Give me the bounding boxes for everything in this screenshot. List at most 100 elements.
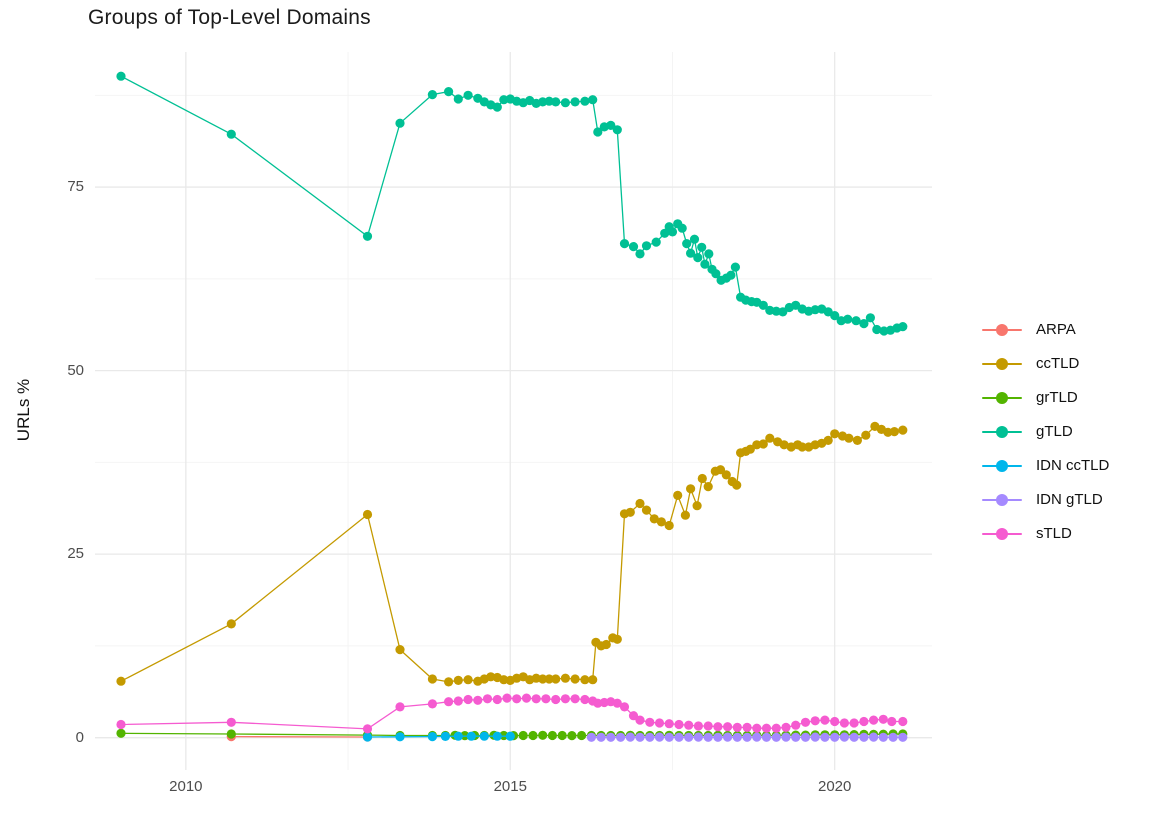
data-point	[362, 724, 373, 734]
data-point	[878, 732, 888, 742]
data-point	[635, 498, 645, 509]
data-point	[612, 634, 622, 644]
data-point	[700, 259, 710, 269]
data-point	[697, 473, 707, 484]
legend-label: ARPA	[1036, 321, 1076, 338]
data-point	[723, 732, 733, 742]
legend-item-arpa: ARPA	[982, 318, 1109, 341]
data-point	[823, 435, 833, 445]
legend-key-icon	[982, 459, 1022, 473]
data-point	[656, 517, 667, 527]
data-point	[810, 716, 820, 726]
data-point	[560, 694, 571, 704]
data-point	[693, 253, 703, 263]
data-point	[800, 732, 811, 742]
data-point	[116, 728, 126, 738]
y-tick-label: 75	[67, 178, 84, 196]
data-point	[654, 732, 665, 742]
legend-item-cctld: ccTLD	[982, 352, 1109, 375]
data-point	[703, 732, 713, 742]
data-point	[560, 673, 571, 683]
data-point	[601, 639, 611, 650]
data-point	[570, 97, 580, 107]
data-point	[859, 732, 869, 742]
data-point	[791, 732, 801, 742]
data-point	[505, 731, 515, 741]
legend-key-icon	[982, 425, 1022, 439]
data-point	[779, 440, 789, 450]
data-point	[521, 693, 532, 703]
data-point	[427, 699, 437, 709]
data-point	[444, 697, 454, 707]
data-point	[723, 722, 733, 732]
data-point	[625, 507, 635, 517]
data-point	[674, 719, 684, 730]
data-point	[830, 429, 840, 439]
data-point	[492, 102, 502, 112]
data-point	[869, 732, 879, 742]
data-point	[684, 732, 694, 742]
data-point	[889, 427, 900, 437]
x-tick-label: 2010	[169, 778, 203, 795]
data-point	[674, 732, 684, 742]
x-tick-label: 2015	[493, 778, 527, 795]
data-point	[839, 718, 850, 728]
data-point	[869, 715, 879, 725]
data-point	[849, 718, 859, 728]
data-point	[518, 730, 528, 741]
data-point	[547, 730, 558, 741]
data-point	[635, 249, 645, 259]
data-point	[580, 675, 590, 685]
data-point	[745, 444, 755, 454]
data-point	[703, 482, 713, 492]
data-point	[560, 98, 571, 108]
legend-item-stld: sTLD	[982, 522, 1109, 545]
data-point	[453, 94, 463, 104]
data-point	[791, 720, 801, 730]
data-point	[830, 732, 840, 742]
data-point	[692, 501, 702, 511]
data-point	[654, 718, 665, 728]
data-point	[395, 702, 405, 712]
data-point	[557, 730, 567, 741]
data-point	[682, 239, 692, 249]
legend-key-icon	[982, 323, 1022, 337]
data-point	[628, 242, 639, 252]
data-point	[677, 223, 687, 233]
data-point	[453, 696, 463, 706]
data-point	[395, 118, 405, 128]
data-point	[588, 95, 598, 105]
data-point	[588, 675, 598, 685]
data-point	[606, 732, 616, 742]
legend: ARPA ccTLD grTLD gTLD IDN ccTLD IDN gTLD	[982, 318, 1109, 556]
data-point	[810, 732, 820, 742]
data-point	[226, 717, 236, 727]
data-point	[887, 716, 897, 727]
data-point	[463, 675, 473, 685]
legend-key-icon	[982, 493, 1022, 507]
data-point	[531, 694, 541, 704]
data-point	[628, 711, 639, 721]
data-point	[758, 439, 768, 449]
data-point	[612, 125, 622, 135]
data-point	[713, 722, 723, 732]
data-point	[492, 731, 502, 741]
legend-key-icon	[982, 527, 1022, 541]
data-point	[872, 324, 882, 335]
data-point	[726, 270, 736, 280]
data-point	[649, 514, 659, 524]
data-point	[732, 722, 742, 733]
data-point	[226, 729, 236, 739]
data-point	[463, 90, 473, 100]
legend-item-grtld: grTLD	[982, 386, 1109, 409]
data-point	[878, 714, 888, 724]
legend-label: IDN gTLD	[1036, 491, 1103, 508]
data-point	[830, 311, 840, 321]
data-point	[752, 723, 762, 733]
data-point	[645, 732, 655, 742]
data-point	[888, 732, 898, 742]
data-point	[680, 510, 691, 520]
data-point	[771, 723, 781, 733]
data-point	[800, 717, 811, 727]
data-point	[758, 300, 768, 310]
